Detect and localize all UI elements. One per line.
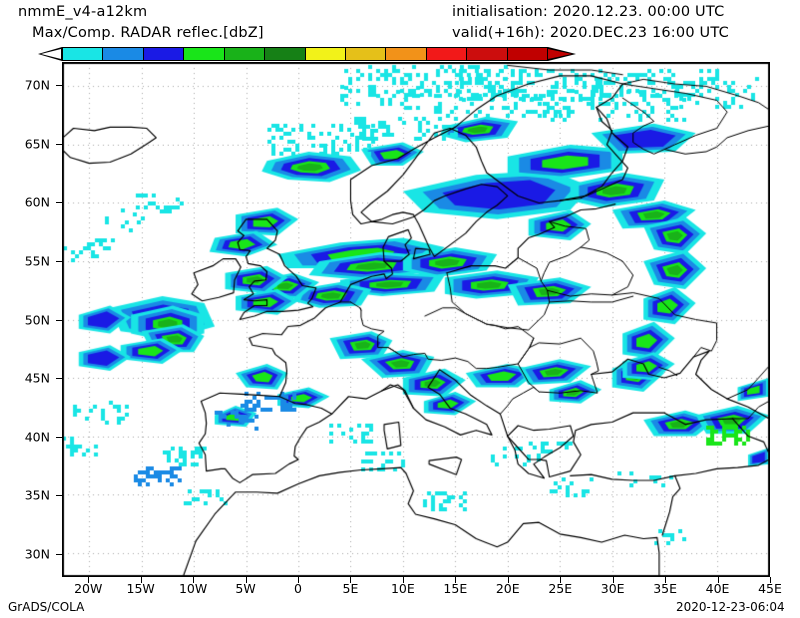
lat-tick (56, 553, 62, 555)
colorbar-segment-6 (305, 48, 346, 60)
lon-label-20W: 20W (74, 581, 103, 596)
lat-label-60N: 60N (24, 194, 50, 210)
lat-label-35N: 35N (24, 487, 50, 503)
lon-tick (665, 577, 667, 583)
lon-label-25E: 25E (548, 581, 573, 596)
lat-tick (56, 495, 62, 497)
lon-tick (402, 577, 404, 583)
initialisation-time-label: initialisation: 2020.12.23. 00:00 UTC (452, 4, 725, 20)
lon-label-20E: 20E (495, 581, 520, 596)
lon-label-5E: 5E (342, 581, 359, 596)
lat-tick (56, 202, 62, 204)
valid-time-label: valid(+16h): 2020.DEC.23 16:00 UTC (452, 25, 729, 41)
longitude-axis: 20W 15W 10W 5W 0 5E 10E 15E 20E 25E 30E 35E 40E 45E (0, 581, 800, 601)
lon-tick (193, 577, 195, 583)
grads-credit-label: GrADS/COLA (8, 600, 85, 614)
colorbar-segment-11 (507, 48, 548, 60)
lat-label-50N: 50N (24, 312, 50, 327)
lat-label-45N: 45N (24, 370, 50, 386)
lon-label-15W: 15W (126, 581, 155, 596)
lat-tick (56, 85, 62, 87)
lon-label-15E: 15E (443, 581, 468, 596)
colorbar: 51015202530354045505560 (38, 47, 578, 74)
colorbar-segment-2 (143, 48, 185, 60)
lon-tick (612, 577, 614, 583)
colorbar-segment-4 (224, 48, 266, 60)
colorbar-segment-1 (103, 48, 144, 60)
lon-label-10W: 10W (178, 581, 208, 596)
lat-tick (56, 436, 62, 438)
lon-label-10E: 10E (390, 581, 415, 596)
latitude-axis: 30N 35N 40N 45N 50N 55N 60N 65N 70N (0, 0, 58, 618)
lon-tick (717, 577, 719, 583)
lon-tick (298, 577, 299, 583)
colorbar-segment-9 (426, 48, 468, 60)
radar-reflectivity-canvas (63, 63, 769, 576)
lon-label-0: 0 (294, 581, 302, 596)
lon-tick (350, 577, 352, 583)
colorbar-left-cap-fill-icon (41, 49, 61, 59)
lat-label-70N: 70N (24, 77, 50, 93)
lon-tick (88, 577, 90, 583)
lat-label-65N: 65N (24, 136, 50, 152)
lat-label-55N: 55N (24, 253, 50, 269)
lat-tick (56, 143, 62, 145)
lon-tick (560, 577, 562, 583)
colorbar-right-cap-fill-icon (548, 49, 572, 59)
lon-tick (455, 577, 457, 583)
lat-tick (56, 319, 62, 321)
lon-tick (507, 577, 509, 583)
lon-label-30E: 30E (600, 581, 625, 596)
lat-label-40N: 40N (24, 429, 50, 445)
lat-tick (56, 378, 62, 380)
radar-map-panel[interactable] (62, 62, 770, 577)
colorbar-segment-3 (184, 48, 225, 60)
lon-label-45E: 45E (758, 581, 782, 596)
lon-tick (770, 577, 771, 583)
field-name-label: Max/Comp. RADAR reflec.[dbZ] (32, 25, 264, 41)
lon-label-35E: 35E (653, 581, 678, 596)
lon-label-40E: 40E (705, 581, 730, 596)
lon-tick (245, 577, 247, 583)
colorbar-segment-8 (386, 48, 427, 60)
colorbar-segment-10 (467, 48, 508, 60)
lon-tick (140, 577, 142, 583)
lon-label-5W: 5W (235, 581, 256, 596)
model-name-label: nmmE_v4-a12km (18, 4, 148, 20)
colorbar-segment-0 (63, 48, 104, 60)
lat-tick (56, 260, 62, 262)
render-timestamp-label: 2020-12-23-06:04 (676, 600, 785, 614)
lat-label-30N: 30N (24, 546, 50, 562)
colorbar-segments (62, 47, 548, 61)
longitude-tick-marks (0, 577, 800, 583)
colorbar-segment-7 (345, 48, 387, 60)
colorbar-segment-5 (265, 48, 306, 60)
